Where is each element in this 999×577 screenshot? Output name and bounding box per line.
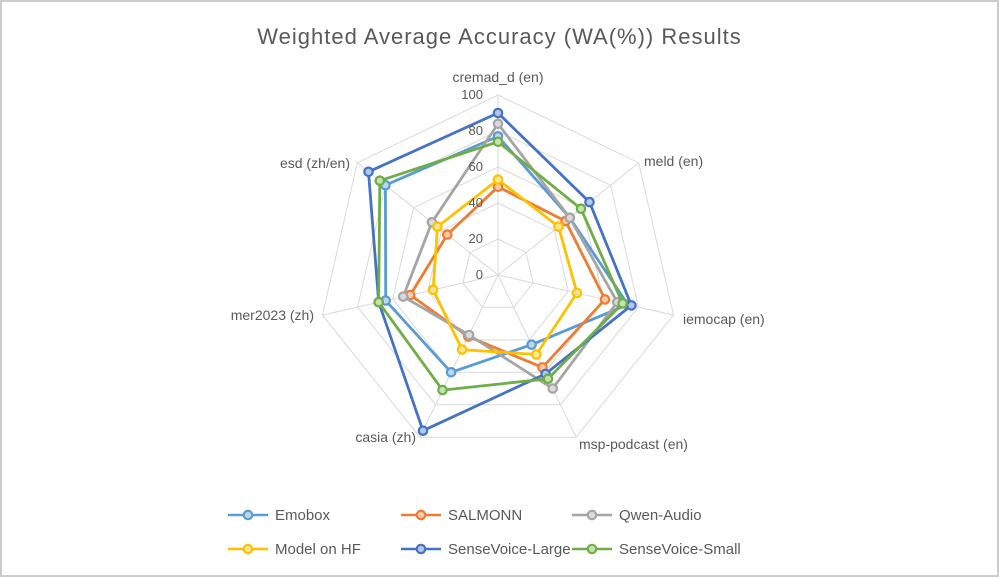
- data-point-Model on HF-meld (en)[interactable]: [553, 221, 564, 232]
- data-point-SALMONN-iemocap (en)[interactable]: [599, 294, 611, 305]
- axis-label-iemocap: iemocap (en): [683, 311, 765, 327]
- data-point-SenseVoice-Small-meld (en)[interactable]: [575, 203, 587, 215]
- data-point-Model on HF-iemocap (en)[interactable]: [571, 287, 583, 299]
- data-point-SenseVoice-Large-iemocap (en)[interactable]: [626, 300, 637, 311]
- series-line-SenseVoice-Small[interactable]: [377, 140, 624, 392]
- radar-spoke: [419, 274, 499, 438]
- data-point-Model on HF-msp-podcast (en)[interactable]: [530, 349, 542, 360]
- legend-item-sensevoice-small[interactable]: SenseVoice-Small: [572, 539, 741, 559]
- axis-label-msp-podcast: msp-podcast (en): [579, 436, 688, 452]
- data-point-SenseVoice-Small-casia (zh)[interactable]: [437, 384, 448, 396]
- data-point-Model on HF-casia (zh)[interactable]: [456, 344, 468, 355]
- data-point-SenseVoice-Small-mer2023 (zh)[interactable]: [373, 296, 384, 308]
- data-point-SenseVoice-Small-msp-podcast (en)[interactable]: [542, 373, 554, 385]
- data-point-Qwen-Audio-meld (en)[interactable]: [564, 212, 576, 224]
- chart-title: Weighted Average Accuracy (WA(%)) Result…: [257, 24, 742, 49]
- axis-label-casia: casia (zh): [355, 429, 416, 445]
- legend-item-qwen-audio[interactable]: Qwen-Audio: [572, 505, 702, 525]
- data-point-SenseVoice-Small-iemocap (en)[interactable]: [617, 298, 628, 309]
- axis-label-meld: meld (en): [644, 153, 704, 169]
- axis-label-mer2023: mer2023 (zh): [230, 307, 314, 323]
- data-point-Model on HF-esd (zh/en)[interactable]: [432, 221, 443, 232]
- tick-label-100: 100: [461, 87, 483, 102]
- data-point-Emobox-casia (zh)[interactable]: [445, 366, 457, 378]
- legend-label: Model on HF: [275, 540, 361, 558]
- legend-item-salmonn[interactable]: SALMONN: [401, 505, 522, 525]
- tick-label-40: 40: [468, 195, 483, 210]
- axis-label-esd: esd (zh/en): [279, 155, 350, 171]
- data-point-Emobox-msp-podcast (en)[interactable]: [526, 339, 537, 350]
- tick-label-80: 80: [468, 123, 483, 138]
- data-point-Qwen-Audio-cremad_d (en)[interactable]: [492, 118, 504, 130]
- legend-label: Qwen-Audio: [619, 506, 702, 524]
- data-point-SenseVoice-Small-cremad_d (en)[interactable]: [492, 136, 504, 148]
- data-point-SenseVoice-Large-casia (zh)[interactable]: [417, 425, 429, 436]
- legend-item-model-on-hf[interactable]: Model on HF: [228, 539, 361, 559]
- legend-marker-icon: [228, 509, 268, 521]
- radar-spoke: [497, 274, 674, 316]
- data-point-SenseVoice-Large-meld (en)[interactable]: [584, 196, 595, 208]
- data-point-Qwen-Audio-mer2023 (zh)[interactable]: [397, 291, 409, 302]
- legend-marker-icon: [572, 509, 612, 521]
- data-point-SALMONN-esd (zh/en)[interactable]: [441, 229, 453, 240]
- legend-item-sensevoice-large[interactable]: SenseVoice-Large: [401, 539, 571, 559]
- legend-marker-icon: [401, 509, 441, 521]
- series-line-Model on HF[interactable]: [431, 178, 579, 356]
- radar-grid-ring-20: [462, 238, 534, 308]
- legend-label: SenseVoice-Large: [448, 540, 571, 558]
- data-point-Qwen-Audio-casia (zh)[interactable]: [463, 329, 475, 341]
- radar-grid-ring-40: [427, 202, 569, 341]
- legend-label: SenseVoice-Small: [619, 540, 741, 558]
- tick-label-0: 0: [475, 267, 483, 282]
- data-point-SenseVoice-Large-esd (zh/en)[interactable]: [363, 166, 374, 178]
- legend-label: Emobox: [275, 506, 331, 524]
- data-point-SenseVoice-Large-cremad_d (en)[interactable]: [492, 107, 504, 119]
- radar-grid-ring-100: [321, 94, 675, 438]
- tick-label-60: 60: [468, 159, 483, 174]
- data-point-Model on HF-mer2023 (zh)[interactable]: [427, 284, 439, 296]
- legend-marker-icon: [228, 543, 268, 555]
- axis-label-cremad-d: cremad_d (en): [452, 69, 544, 85]
- legend-marker-icon: [401, 543, 441, 555]
- data-point-Model on HF-cremad_d (en)[interactable]: [492, 174, 504, 185]
- series-line-SenseVoice-Large[interactable]: [367, 111, 633, 433]
- series-line-Qwen-Audio[interactable]: [401, 122, 619, 390]
- data-point-SenseVoice-Small-esd (zh/en)[interactable]: [374, 175, 386, 186]
- legend-item-emobox[interactable]: Emobox: [228, 505, 330, 525]
- legend-marker-icon: [572, 543, 612, 555]
- data-point-Qwen-Audio-msp-podcast (en)[interactable]: [547, 383, 558, 394]
- tick-label-20: 20: [468, 231, 483, 246]
- legend-label: SALMONN: [448, 506, 523, 524]
